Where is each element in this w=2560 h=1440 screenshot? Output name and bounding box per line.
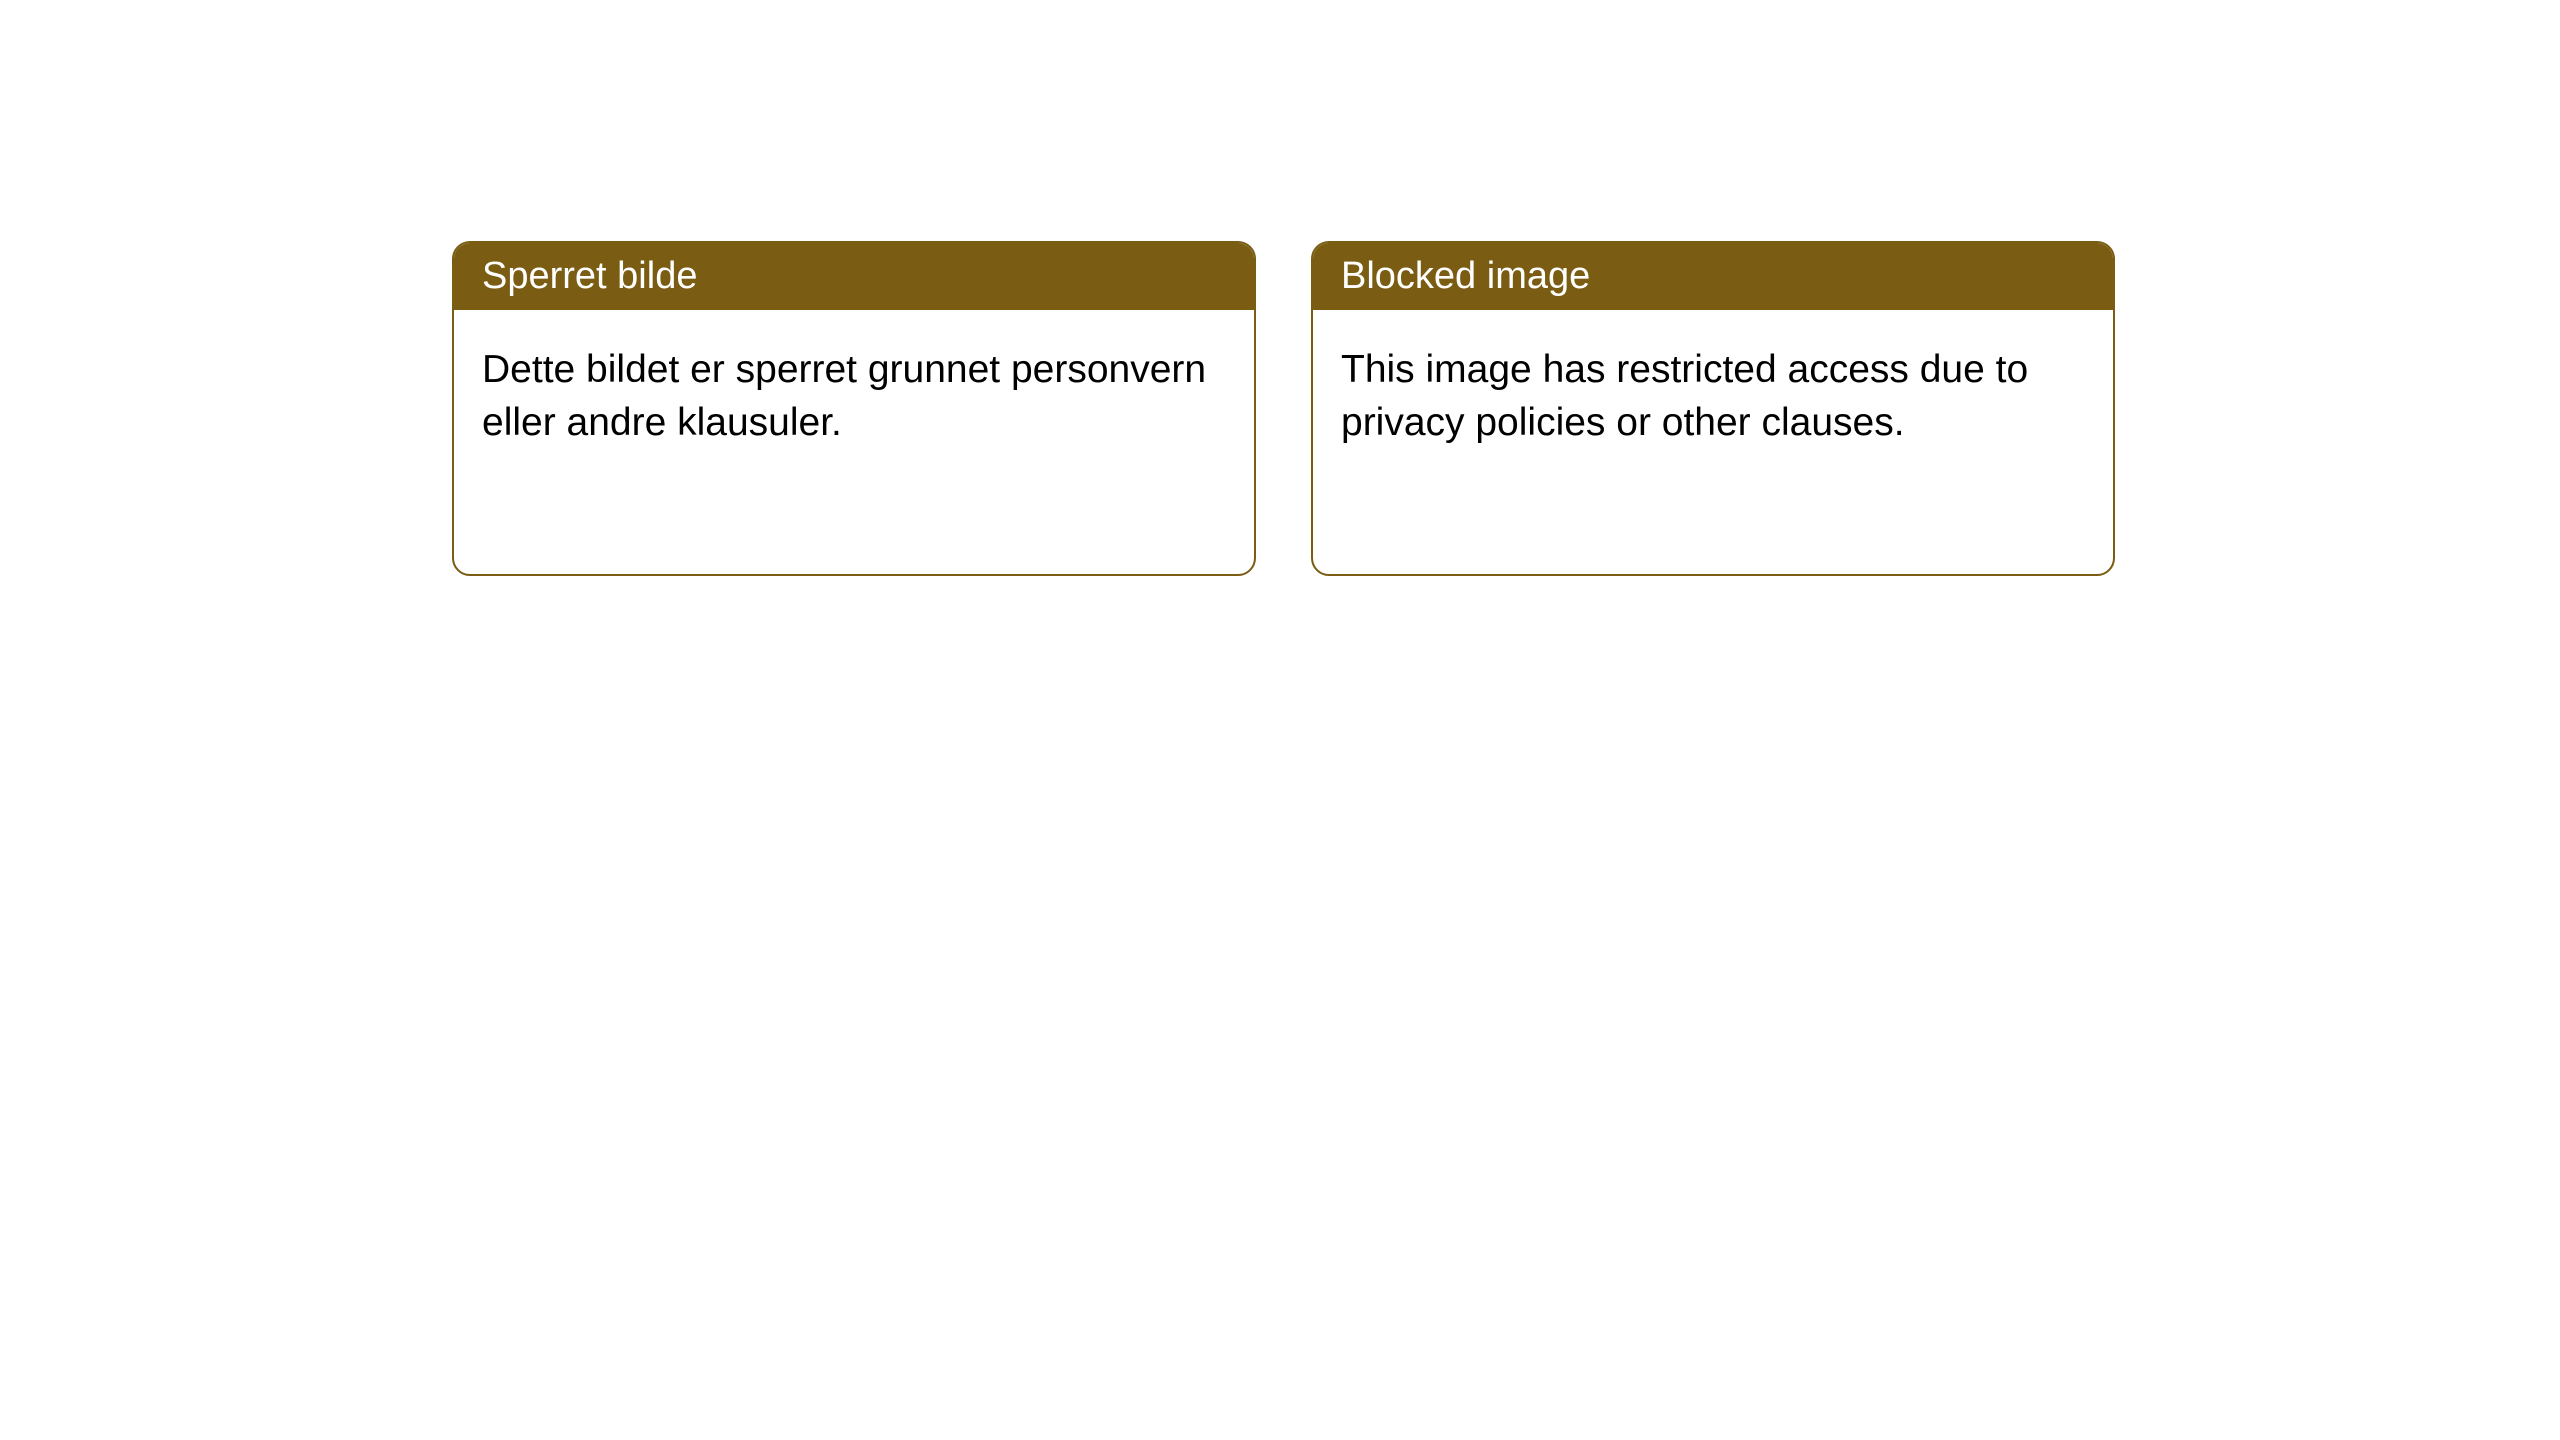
notices-container: Sperret bilde Dette bildet er sperret gr… [452,241,2115,576]
notice-header-norwegian: Sperret bilde [454,243,1254,310]
notice-body-norwegian: Dette bildet er sperret grunnet personve… [454,310,1254,483]
notice-header-english: Blocked image [1313,243,2113,310]
notice-body-english: This image has restricted access due to … [1313,310,2113,483]
notice-card-english: Blocked image This image has restricted … [1311,241,2115,576]
notice-card-norwegian: Sperret bilde Dette bildet er sperret gr… [452,241,1256,576]
